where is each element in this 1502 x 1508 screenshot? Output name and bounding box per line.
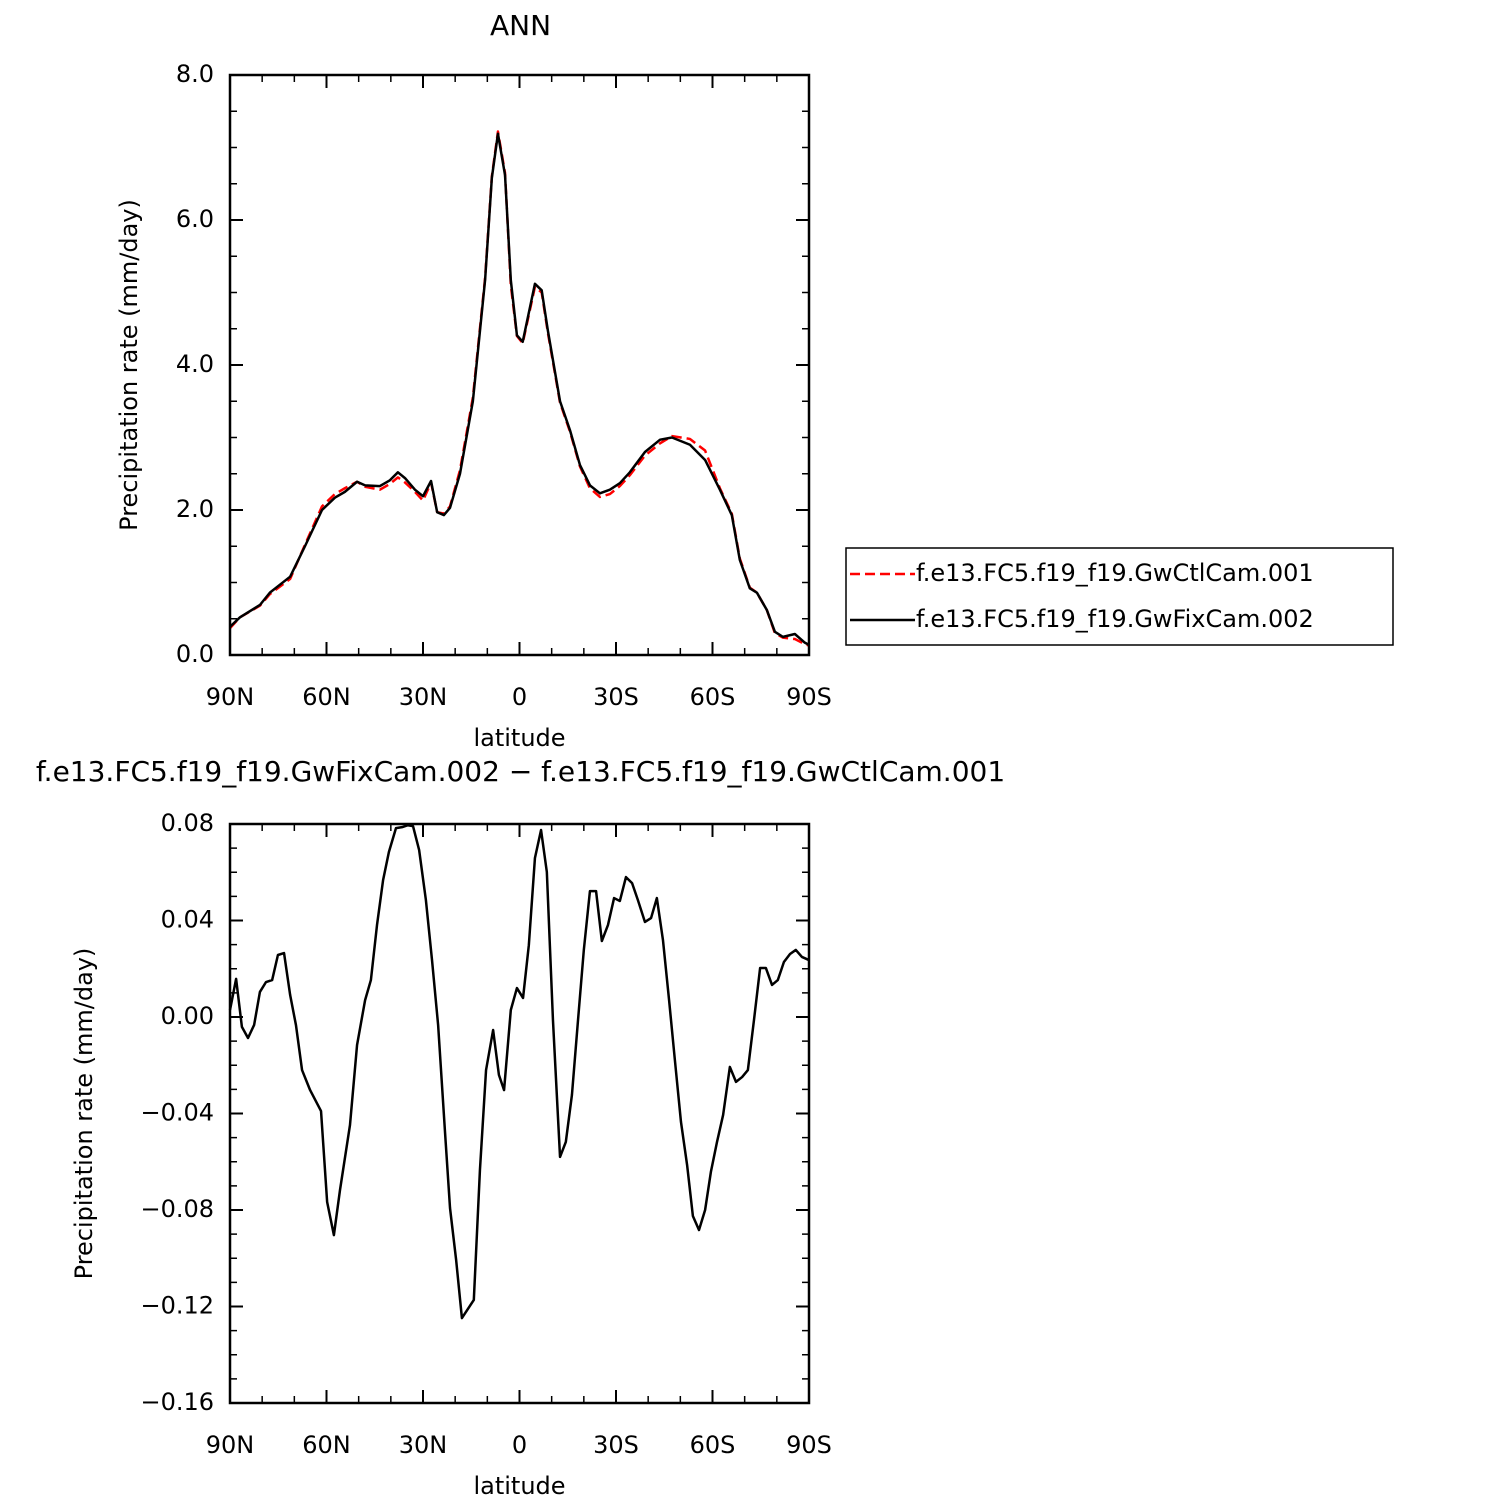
legend-label: f.e13.FC5.f19_f19.GwFixCam.002: [916, 605, 1314, 633]
chart-title: ANN: [490, 9, 551, 42]
data-line: [229, 132, 810, 646]
y-tick-label: 8.0: [176, 60, 214, 88]
y-tick-label: −0.08: [140, 1195, 214, 1223]
y-tick-label: 2.0: [176, 495, 214, 523]
y-tick-label: 0.04: [161, 906, 214, 934]
x-tick-label: 0: [512, 683, 527, 711]
x-tick-label: 90S: [786, 683, 832, 711]
y-axis-label: Precipitation rate (mm/day): [70, 948, 98, 1280]
x-tick-label: 30N: [399, 683, 448, 711]
x-tick-label: 90N: [206, 1431, 255, 1459]
x-tick-label: 60N: [302, 683, 351, 711]
y-tick-label: −0.12: [140, 1292, 214, 1320]
y-tick-label: −0.04: [140, 1099, 214, 1127]
y-tick-label: −0.16: [140, 1388, 214, 1416]
y-axis-label: Precipitation rate (mm/day): [115, 199, 143, 531]
x-axis-label: latitude: [473, 1472, 565, 1500]
y-tick-label: 0.00: [161, 1002, 214, 1030]
x-tick-label: 30S: [593, 1431, 639, 1459]
legend-label: f.e13.FC5.f19_f19.GwCtlCam.001: [916, 559, 1314, 587]
plot-frame: [228, 73, 811, 657]
y-tick-label: 0.08: [161, 809, 214, 837]
y-tick-label: 0.0: [176, 640, 214, 668]
y-tick-label: 6.0: [176, 205, 214, 233]
data-line: [228, 823, 810, 1320]
x-axis-label: latitude: [473, 724, 565, 752]
plot-frame: [228, 822, 811, 1405]
legend-box: [845, 547, 1394, 646]
chart-title: f.e13.FC5.f19_f19.GwFixCam.002 − f.e13.F…: [36, 755, 1005, 788]
x-tick-label: 30S: [593, 683, 639, 711]
x-tick-label: 60S: [690, 1431, 736, 1459]
x-tick-label: 60N: [302, 1431, 351, 1459]
x-tick-label: 0: [512, 1431, 527, 1459]
x-tick-label: 90S: [786, 1431, 832, 1459]
x-tick-label: 30N: [399, 1431, 448, 1459]
y-tick-label: 4.0: [176, 350, 214, 378]
x-tick-label: 90N: [206, 683, 255, 711]
x-tick-label: 60S: [690, 683, 736, 711]
data-line: [229, 130, 810, 647]
